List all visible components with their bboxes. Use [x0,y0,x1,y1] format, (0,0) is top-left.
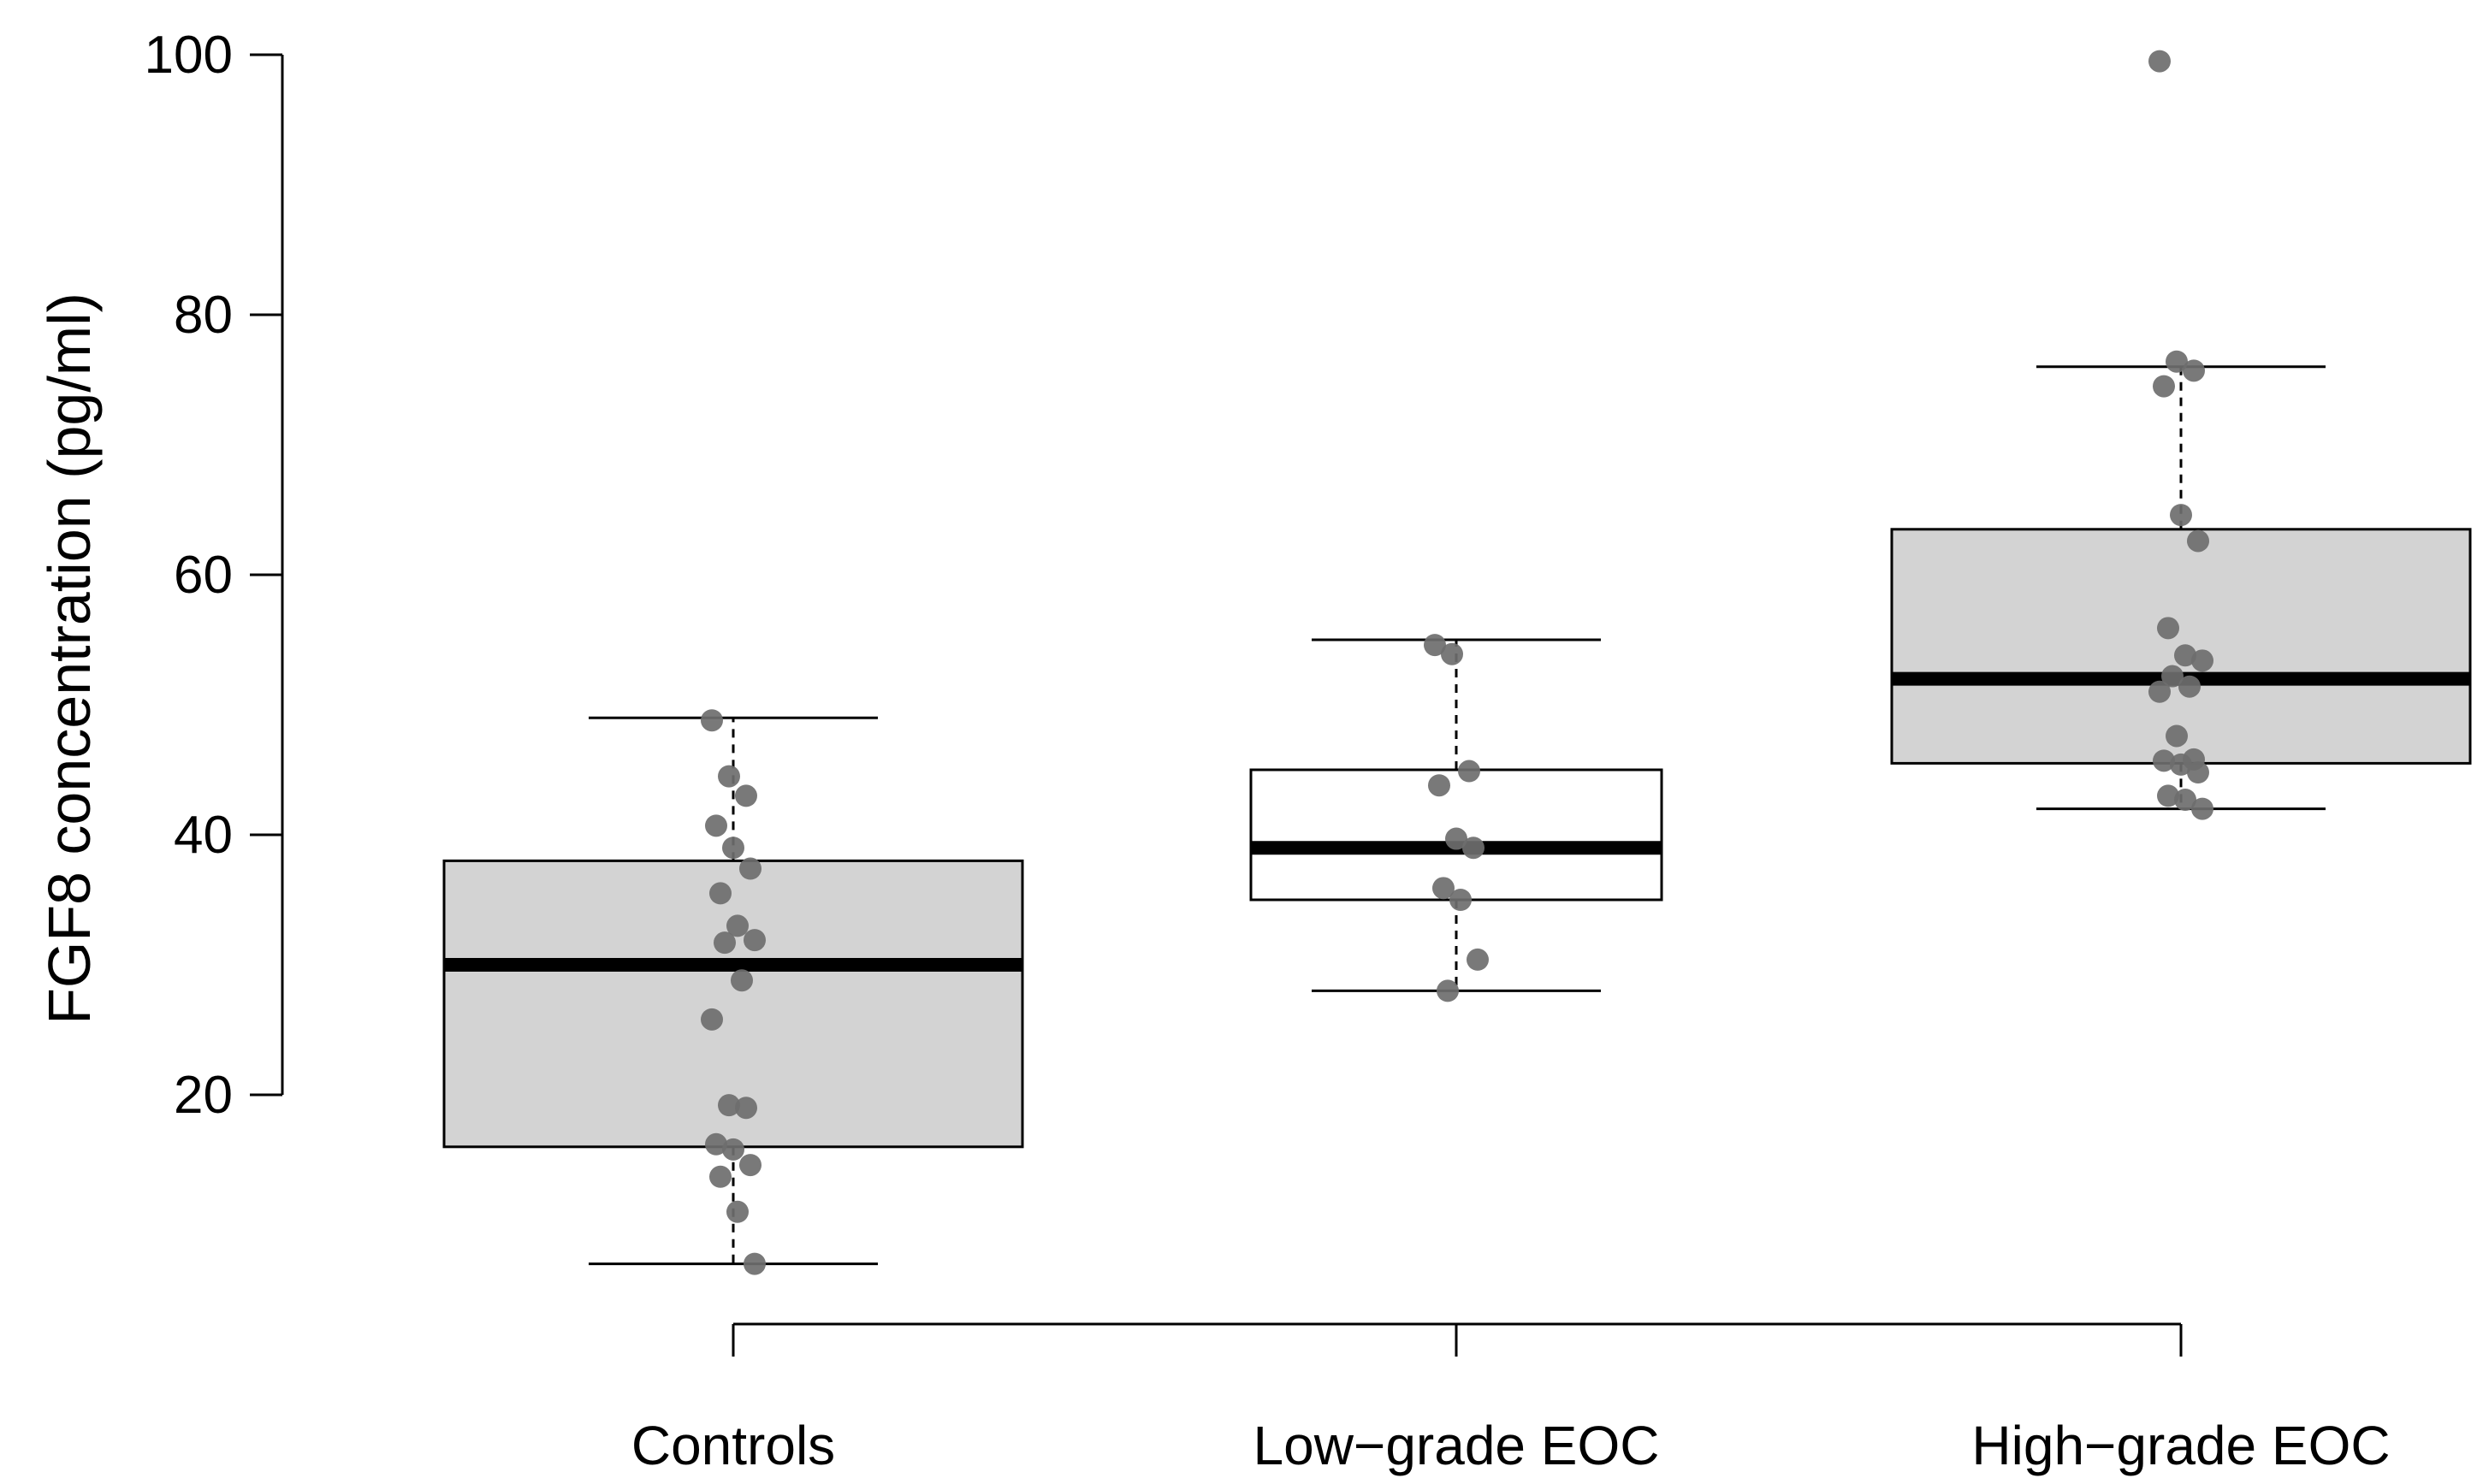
data-point [1432,877,1455,900]
y-tick-label: 80 [174,286,233,345]
boxes [442,365,2472,1266]
y-axis-title: FGF8 concentration (pg/ml) [36,293,103,1025]
data-point [709,882,732,905]
data-point [744,1252,766,1275]
data-point [744,929,766,952]
data-point [739,1154,761,1177]
data-point [722,1138,744,1161]
y-tick-label: 100 [145,26,233,85]
data-point [2170,753,2192,776]
data-point [1424,634,1446,657]
data-point [2174,788,2196,811]
y-tick-label: 60 [174,546,233,605]
data-point [2157,784,2179,807]
data-point [1445,827,1467,850]
data-points [701,50,2213,1275]
data-point [2153,749,2175,772]
x-category-label: High−grade EOC [1971,1415,2390,1476]
data-point [2170,504,2192,527]
data-point [2178,675,2201,698]
box-group [1249,638,1663,992]
x-category-label: Low−grade EOC [1253,1415,1660,1476]
data-point [2157,617,2179,640]
data-point [735,784,757,807]
data-point [726,914,749,937]
data-point [1441,642,1463,665]
data-point [731,969,753,992]
data-point [1467,948,1489,971]
box-group [442,716,1024,1266]
data-point [739,857,761,880]
data-point [2174,644,2196,667]
data-point [2191,797,2213,820]
data-point [1449,889,1472,911]
data-point [2153,375,2175,398]
data-point [726,1200,749,1223]
data-point [1428,774,1450,797]
data-point [718,765,740,788]
data-point [2161,665,2184,688]
data-point [722,837,744,860]
data-point [718,1094,740,1117]
x-category-label: Controls [631,1415,835,1476]
x-axis: Controls Low−grade EOC High−grade EOC [631,1322,2391,1476]
data-point [1437,979,1459,1002]
data-point [2166,350,2188,373]
data-point [2187,529,2209,553]
data-point [701,1008,723,1031]
data-point [2148,680,2171,703]
data-point [701,709,723,732]
y-tick-label: 40 [174,806,233,865]
data-point [705,1132,727,1156]
data-point [2183,359,2205,382]
data-point [714,931,736,955]
y-tick-label: 20 [174,1066,233,1125]
data-point [2148,50,2171,73]
data-point [2191,649,2213,672]
data-point [735,1097,757,1120]
data-point [705,814,727,837]
data-point [709,1165,732,1188]
data-point [2187,761,2209,784]
data-point [2166,724,2188,748]
data-point [1462,837,1484,860]
data-point [1458,760,1480,783]
y-axis: 20 40 60 80 100 [145,26,284,1125]
